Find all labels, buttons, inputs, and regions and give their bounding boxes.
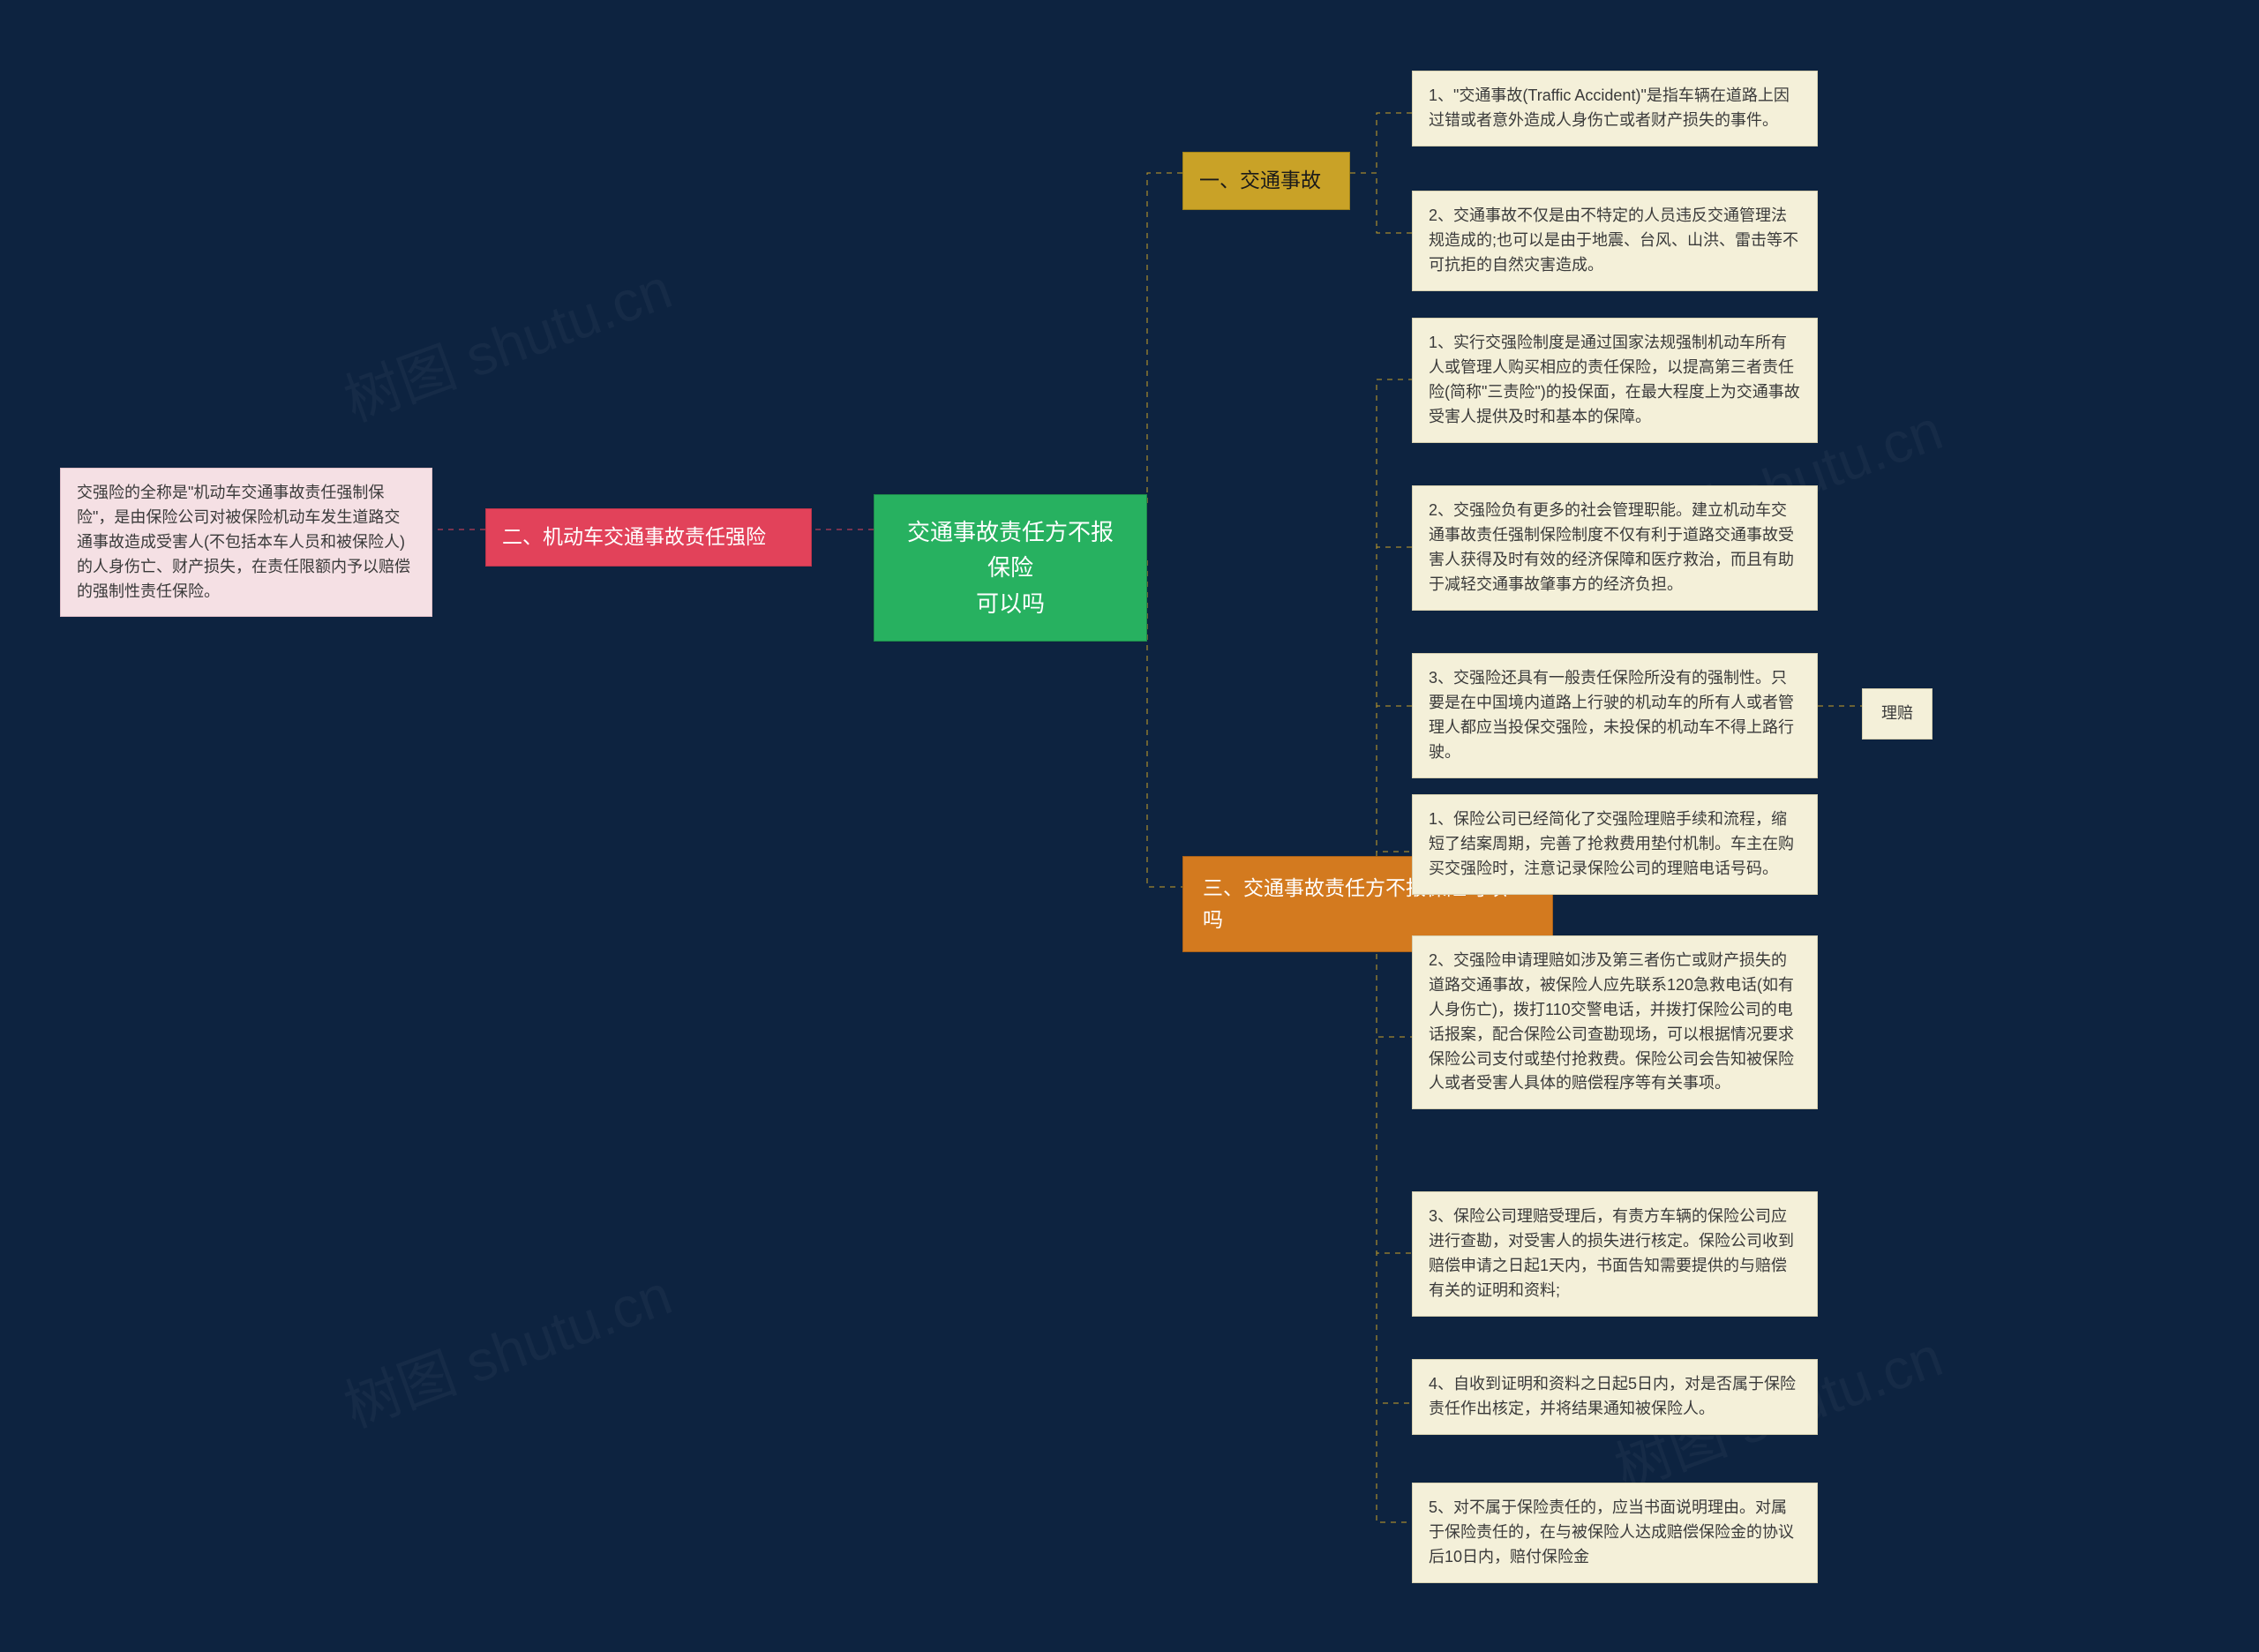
branch-3-leaf-1: 1、实行交强险制度是通过国家法规强制机动车所有人或管理人购买相应的责任保险，以提… bbox=[1412, 318, 1818, 443]
center-title-1: 交通事故责任方不报保险 bbox=[907, 519, 1114, 581]
leaf-text: 4、自收到证明和资料之日起5日内，对是否属于保险责任作出核定，并将结果通知被保险… bbox=[1429, 1375, 1796, 1417]
branch-3-leaf-3: 3、交强险还具有一般责任保险所没有的强制性。只要是在中国境内道路上行驶的机动车的… bbox=[1412, 653, 1818, 778]
branch-2-leaf-1: 交强险的全称是"机动车交通事故责任强制保险"，是由保险公司对被保险机动车发生道路… bbox=[60, 468, 432, 617]
branch-3-leaf-3-child: 理赔 bbox=[1862, 688, 1933, 740]
leaf-text: 2、交强险负有更多的社会管理职能。建立机动车交通事故责任强制保险制度不仅有利于道… bbox=[1429, 501, 1794, 593]
leaf-text: 理赔 bbox=[1881, 704, 1913, 722]
branch-1-leaf-1: 1、"交通事故(Traffic Accident)"是指车辆在道路上因过错或者意… bbox=[1412, 71, 1818, 146]
leaf-text: 3、保险公司理赔受理后，有责方车辆的保险公司应进行查勘，对受害人的损失进行核定。… bbox=[1429, 1207, 1794, 1299]
leaf-text: 1、"交通事故(Traffic Accident)"是指车辆在道路上因过错或者意… bbox=[1429, 86, 1790, 129]
branch-3-leaf-6: 3、保险公司理赔受理后，有责方车辆的保险公司应进行查勘，对受害人的损失进行核定。… bbox=[1412, 1191, 1818, 1317]
branch-3-leaf-7: 4、自收到证明和资料之日起5日内，对是否属于保险责任作出核定，并将结果通知被保险… bbox=[1412, 1359, 1818, 1435]
branch-1-label: 一、交通事故 bbox=[1199, 169, 1321, 191]
leaf-text: 5、对不属于保险责任的，应当书面说明理由。对属于保险责任的，在与被保险人达成赔偿… bbox=[1429, 1498, 1794, 1566]
leaf-text: 3、交强险还具有一般责任保险所没有的强制性。只要是在中国境内道路上行驶的机动车的… bbox=[1429, 669, 1794, 761]
watermark: 树图 shutu.cn bbox=[332, 244, 681, 437]
branch-1: 一、交通事故 bbox=[1182, 152, 1350, 210]
branch-3-leaf-5: 2、交强险申请理赔如涉及第三者伤亡或财产损失的道路交通事故，被保险人应先联系12… bbox=[1412, 935, 1818, 1109]
branch-2: 二、机动车交通事故责任强险 bbox=[485, 508, 812, 567]
center-title-2: 可以吗 bbox=[976, 590, 1045, 617]
branch-2-label: 二、机动车交通事故责任强险 bbox=[502, 525, 766, 548]
branch-3-leaf-4: 1、保险公司已经简化了交强险理赔手续和流程，缩短了结案周期，完善了抢救费用垫付机… bbox=[1412, 794, 1818, 895]
branch-3-leaf-8: 5、对不属于保险责任的，应当书面说明理由。对属于保险责任的，在与被保险人达成赔偿… bbox=[1412, 1483, 1818, 1583]
branch-1-leaf-2: 2、交通事故不仅是由不特定的人员违反交通管理法规造成的;也可以是由于地震、台风、… bbox=[1412, 191, 1818, 291]
center-node: 交通事故责任方不报保险 可以吗 bbox=[874, 494, 1147, 642]
leaf-text: 1、保险公司已经简化了交强险理赔手续和流程，缩短了结案周期，完善了抢救费用垫付机… bbox=[1429, 810, 1794, 877]
leaf-text: 2、交强险申请理赔如涉及第三者伤亡或财产损失的道路交通事故，被保险人应先联系12… bbox=[1429, 951, 1794, 1092]
leaf-text: 2、交通事故不仅是由不特定的人员违反交通管理法规造成的;也可以是由于地震、台风、… bbox=[1429, 206, 1798, 274]
branch-3-leaf-2: 2、交强险负有更多的社会管理职能。建立机动车交通事故责任强制保险制度不仅有利于道… bbox=[1412, 485, 1818, 611]
connector-layer bbox=[0, 0, 2259, 1652]
leaf-text: 1、实行交强险制度是通过国家法规强制机动车所有人或管理人购买相应的责任保险，以提… bbox=[1429, 334, 1800, 425]
watermark: 树图 shutu.cn bbox=[332, 1250, 681, 1443]
leaf-text: 交强险的全称是"机动车交通事故责任强制保险"，是由保险公司对被保险机动车发生道路… bbox=[77, 484, 410, 600]
branch-3-label-2: 吗 bbox=[1203, 908, 1223, 931]
